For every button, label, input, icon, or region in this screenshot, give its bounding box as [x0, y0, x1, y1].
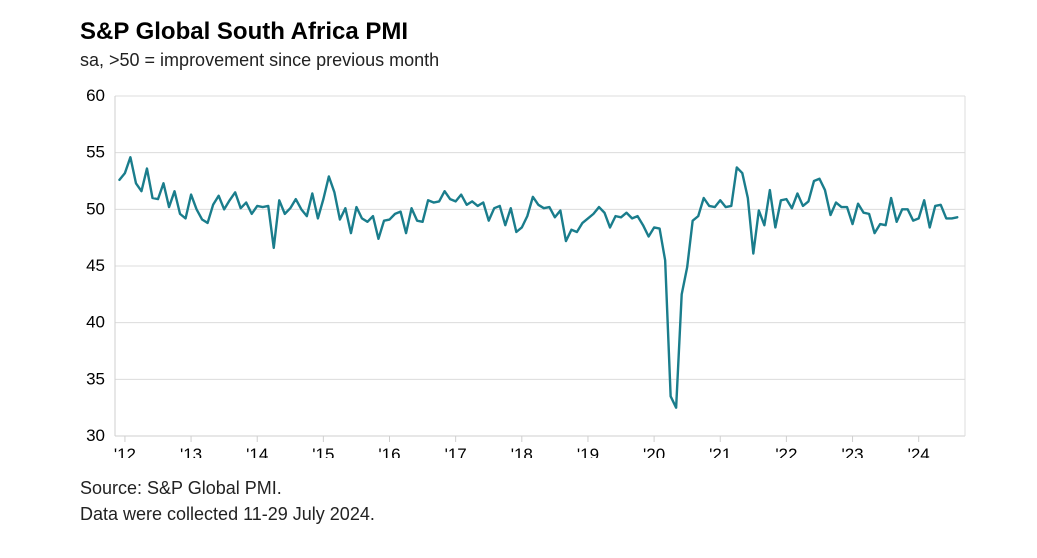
x-tick-label: '21	[709, 445, 731, 458]
x-tick-label: '17	[445, 445, 467, 458]
page-root: S&P Global South Africa PMI sa, >50 = im…	[0, 0, 1037, 558]
chart-title: S&P Global South Africa PMI	[80, 18, 408, 46]
y-tick-label: 30	[86, 426, 105, 445]
chart-source: Source: S&P Global PMI.	[80, 478, 282, 499]
x-tick-label: '18	[511, 445, 533, 458]
x-tick-label: '20	[643, 445, 665, 458]
y-tick-label: 40	[86, 313, 105, 332]
x-tick-label: '24	[908, 445, 930, 458]
x-tick-label: '15	[312, 445, 334, 458]
x-tick-label: '22	[775, 445, 797, 458]
x-tick-label: '12	[114, 445, 136, 458]
x-tick-label: '23	[841, 445, 863, 458]
x-tick-label: '14	[246, 445, 268, 458]
chart-container: 30 35 40 45 50 55 60 '12 '13 '14 '15 '16 '17 '18 '19 '2…	[60, 88, 980, 458]
y-tick-label: 50	[86, 199, 105, 218]
chart-svg: 30 35 40 45 50 55 60 '12 '13 '14 '15 '16 '17 '18 '19 '2…	[60, 88, 980, 458]
x-tick-label: '19	[577, 445, 599, 458]
x-tick-label: '13	[180, 445, 202, 458]
y-tick-label: 60	[86, 88, 105, 105]
y-tick-label: 45	[86, 256, 105, 275]
chart-collection-note: Data were collected 11-29 July 2024.	[80, 504, 375, 525]
y-tick-label: 55	[86, 143, 105, 162]
y-tick-label: 35	[86, 369, 105, 388]
x-tick-label: '16	[378, 445, 400, 458]
chart-subtitle: sa, >50 = improvement since previous mon…	[80, 50, 439, 71]
plot-background	[60, 88, 980, 458]
